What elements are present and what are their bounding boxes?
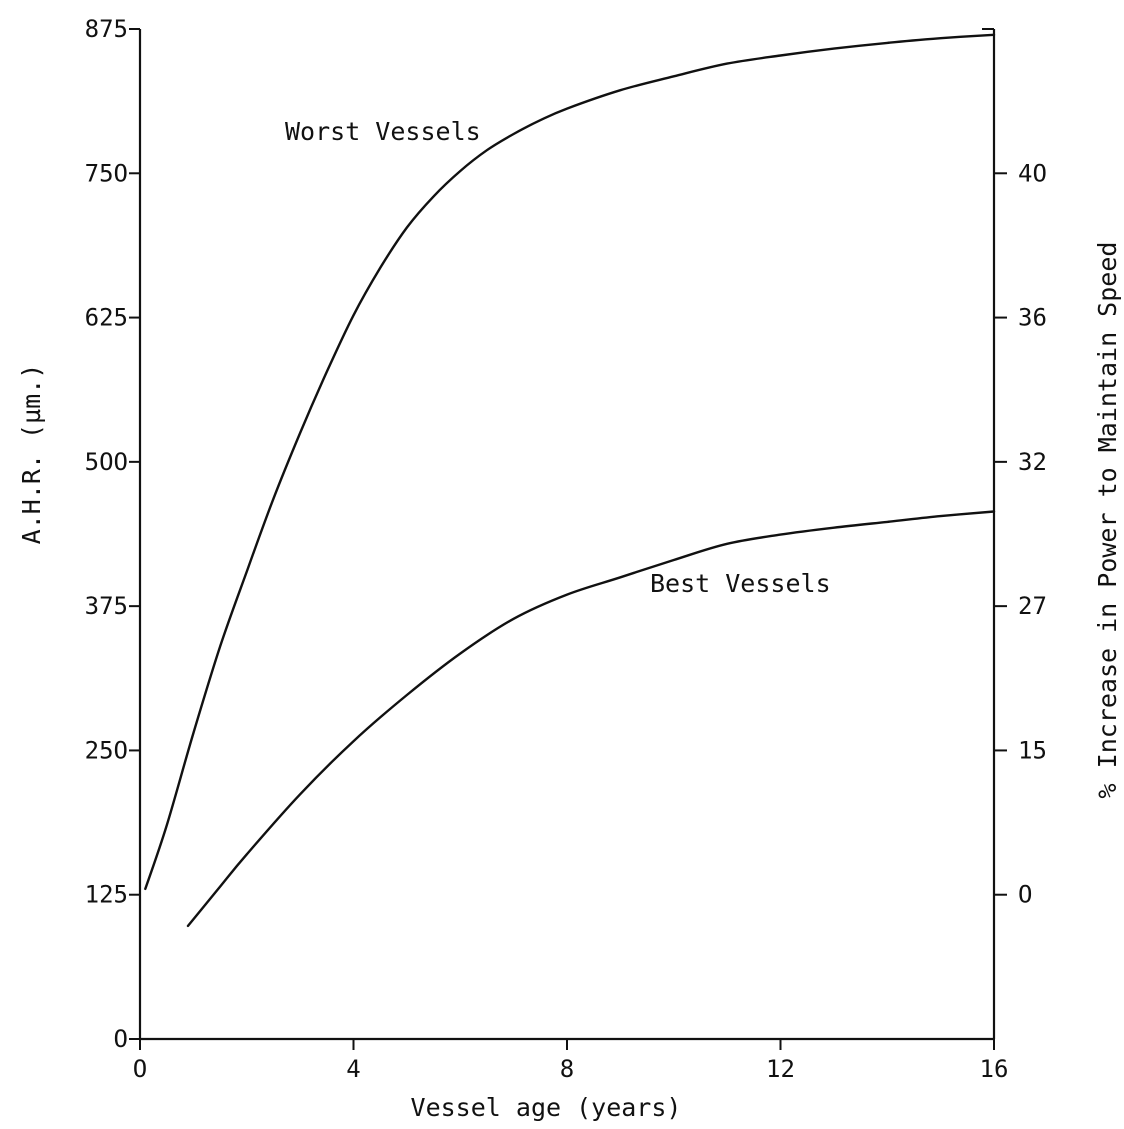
- series-label-worst-vessels: Worst Vessels: [285, 117, 481, 146]
- axes: [138, 29, 996, 1041]
- y2-tick-label-36: 36: [1018, 304, 1047, 332]
- x-tick-label-4: 4: [346, 1055, 360, 1083]
- y2-tick-label-27: 27: [1018, 592, 1047, 620]
- y-tick-label-375: 375: [85, 592, 128, 620]
- y2-axis-title: % Increase in Power to Maintain Speed: [1093, 242, 1122, 799]
- y-tick-label-250: 25O: [85, 736, 128, 764]
- ticks: O 125 25O 375 5OO 625 75O 875 O 15 27 32 36 4O O 4 8 12 16: [85, 15, 1047, 1083]
- x-tick-label-16: 16: [980, 1055, 1009, 1083]
- x-tick-label-8: 8: [560, 1055, 574, 1083]
- y-axis-title: A.H.R. (µm.): [17, 364, 46, 545]
- y-tick-label-875: 875: [85, 15, 128, 43]
- series-label-best-vessels: Best Vessels: [650, 569, 831, 598]
- y2-tick-label-4O: 4O: [1018, 159, 1047, 187]
- best-vessels-curve: [186, 510, 996, 928]
- y-tick-label-0: O: [114, 1025, 128, 1053]
- y2-tick-label-32: 32: [1018, 448, 1047, 476]
- y-tick-label-125: 125: [85, 881, 128, 909]
- y2-tick-label-O: O: [1018, 881, 1032, 909]
- y2-tick-label-15: 15: [1018, 736, 1047, 764]
- y-tick-label-500: 5OO: [85, 448, 128, 476]
- x-tick-label-0: O: [133, 1055, 147, 1083]
- y-tick-label-625: 625: [85, 304, 128, 332]
- y-tick-label-750: 75O: [85, 159, 128, 187]
- series-curves: [144, 33, 996, 928]
- x-tick-label-12: 12: [766, 1055, 795, 1083]
- worst-vessels-curve: [144, 33, 996, 891]
- x-axis-title: Vessel age (years): [411, 1093, 682, 1122]
